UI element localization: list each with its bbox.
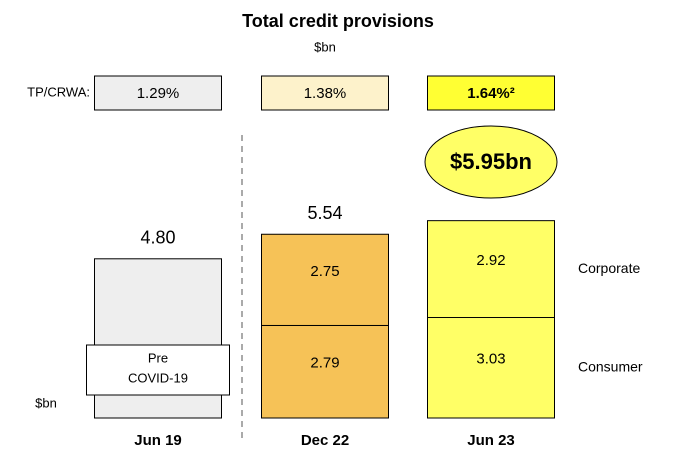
total-label: 5.54 <box>307 203 342 223</box>
segment-label: 2.75 <box>310 263 339 280</box>
axis-unit-label: $bn <box>35 395 57 410</box>
ratio-box <box>94 75 222 111</box>
x-tick-label: Jun 23 <box>467 432 515 449</box>
segment-label: 3.03 <box>476 351 505 368</box>
ratio-label: 1.64%² <box>467 85 515 102</box>
total-label: $5.95bn <box>450 149 532 174</box>
bar-segment <box>427 220 555 319</box>
bar-segment <box>261 324 389 419</box>
total-callout <box>424 125 558 199</box>
total-label: 4.80 <box>140 228 175 248</box>
x-tick-label: Jun 19 <box>134 432 182 449</box>
annotation-text: Pre <box>148 350 168 365</box>
bar-segment <box>427 317 555 419</box>
bar-segment <box>261 233 389 326</box>
ratio-box <box>427 75 555 111</box>
ratio-box <box>261 75 389 111</box>
x-tick-label: Dec 22 <box>301 432 349 449</box>
annotation-box <box>86 344 230 396</box>
legend-label: Consumer <box>578 358 643 374</box>
segment-label: 2.79 <box>310 355 339 372</box>
segment-label: 2.92 <box>476 252 505 269</box>
ratio-label: 1.29% <box>137 85 180 102</box>
legend-label: Corporate <box>578 260 640 276</box>
chart-title: Total credit provisions <box>242 11 434 31</box>
ratio-label: 1.38% <box>304 85 347 102</box>
annotation-text: COVID-19 <box>128 370 188 385</box>
chart-subtitle: $bn <box>314 39 336 54</box>
ratio-row-label: TP/CRWA: <box>27 84 90 99</box>
